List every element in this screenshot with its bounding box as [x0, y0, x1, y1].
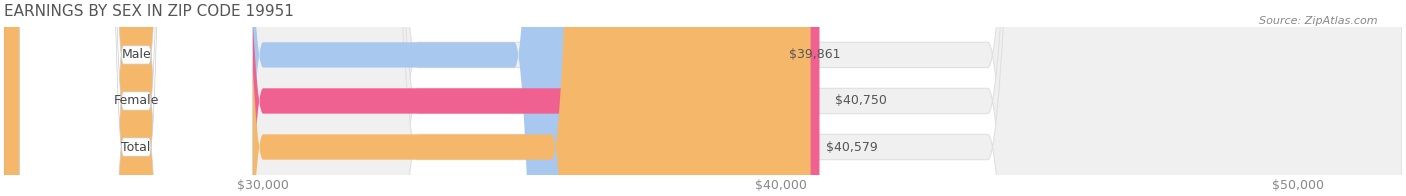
FancyBboxPatch shape [20, 0, 253, 196]
FancyBboxPatch shape [4, 0, 1402, 196]
Text: Total: Total [121, 141, 150, 153]
FancyBboxPatch shape [4, 0, 1402, 196]
FancyBboxPatch shape [4, 0, 1402, 196]
Text: $40,750: $40,750 [835, 94, 887, 107]
FancyBboxPatch shape [20, 0, 253, 196]
Text: Source: ZipAtlas.com: Source: ZipAtlas.com [1260, 16, 1378, 26]
Text: $40,579: $40,579 [827, 141, 877, 153]
Text: EARNINGS BY SEX IN ZIP CODE 19951: EARNINGS BY SEX IN ZIP CODE 19951 [4, 4, 294, 19]
FancyBboxPatch shape [4, 0, 773, 196]
FancyBboxPatch shape [20, 0, 253, 196]
Text: Female: Female [114, 94, 159, 107]
FancyBboxPatch shape [4, 0, 811, 196]
Text: Male: Male [121, 48, 150, 61]
FancyBboxPatch shape [4, 0, 820, 196]
Text: $39,861: $39,861 [789, 48, 841, 61]
